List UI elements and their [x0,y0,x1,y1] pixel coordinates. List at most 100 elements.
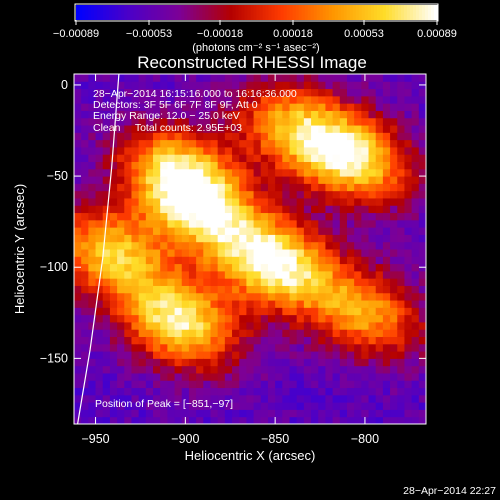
heatmap-cell [74,139,82,148]
heatmap-cell [196,212,204,221]
heatmap-cell [339,343,348,352]
heatmap-cell [188,205,197,214]
heatmap-cell [253,219,262,228]
heatmap-cell [311,358,319,367]
heatmap-cell [138,176,147,184]
heatmap-cell [153,380,161,389]
colorbar-cell [211,5,215,20]
heatmap-cell [267,329,276,337]
heatmap-cell [397,176,405,184]
heatmap-cell [311,402,319,410]
heatmap-cell [153,146,161,155]
heatmap-cell [210,81,219,90]
heatmap-cell [203,336,211,345]
heatmap-cell [109,95,118,104]
heatmap-cell [397,227,405,235]
heatmap-cell [282,234,291,243]
heatmap-cell [109,416,118,424]
colorbar-cell [430,5,435,20]
colorbar-cell [262,5,267,20]
heatmap-cell [95,95,104,104]
heatmap-cell [95,263,104,272]
colorbar-cell [277,5,282,20]
heatmap-cell [325,139,334,148]
heatmap-cell [397,263,405,272]
heatmap-cell [210,278,219,286]
heatmap-cell [181,278,190,286]
heatmap-cell [88,219,97,228]
heatmap-cell [390,241,398,250]
heatmap-cell [167,74,176,82]
heatmap-cell [74,402,82,410]
heatmap-cell [282,329,291,337]
heatmap-cell [167,387,176,396]
heatmap-cell [339,234,348,243]
heatmap-cell [275,278,283,286]
heatmap-cell [181,197,190,206]
heatmap-cell [332,234,341,243]
heatmap-cell [253,336,262,345]
heatmap-cell [296,88,305,97]
heatmap-cell [282,103,291,111]
heatmap-cell [138,321,147,330]
colorbar-cell [205,5,209,20]
heatmap-cell [196,139,204,148]
heatmap-cell [117,81,125,90]
heatmap-cell [160,365,168,374]
heatmap-cell [275,314,283,323]
heatmap-cell [253,234,262,243]
heatmap-cell [160,314,168,323]
heatmap-cell [332,110,341,119]
heatmap-cell [296,343,305,352]
heatmap-cell [354,125,362,133]
heatmap-cell [390,343,398,352]
colorbar-cell [292,5,297,20]
heatmap-cell [354,256,362,265]
heatmap-cell [160,234,168,243]
heatmap-cell [74,161,82,170]
heatmap-cell [153,168,161,177]
heatmap-cell [346,197,355,206]
heatmap-cell [346,380,355,389]
heatmap-cell [296,351,305,359]
heatmap-cell [253,81,262,90]
heatmap-cell [296,249,305,257]
heatmap-cell [361,351,370,359]
heatmap-cell [117,402,125,410]
heatmap-cell [124,125,132,133]
heatmap-cell [382,372,391,381]
heatmap-cell [224,365,233,374]
heatmap-cell [253,161,262,170]
heatmap-cell [354,88,362,97]
heatmap-cell [95,292,104,301]
heatmap-cell [390,74,398,82]
colorbar-cell [199,5,203,20]
heatmap-cell [339,190,348,199]
heatmap-cell [339,336,348,345]
heatmap-cell [253,168,262,177]
heatmap-cell [210,95,219,104]
heatmap-cell [303,358,312,367]
heatmap-cell [418,329,426,337]
heatmap-cell [246,365,255,374]
y-tick-label: −150 [40,351,68,365]
heatmap-cell [397,81,405,90]
heatmap-cell [210,139,219,148]
heatmap-cell [418,190,426,199]
heatmap-cell [188,168,197,177]
heatmap-cell [181,329,190,337]
heatmap-cell [145,329,154,337]
heatmap-cell [346,292,355,301]
heatmap-cell [153,285,161,294]
heatmap-cell [332,139,341,148]
heatmap-cell [232,227,240,235]
heatmap-cell [117,380,125,389]
heatmap-cell [131,351,140,359]
heatmap-cell [95,285,104,294]
heatmap-cell [411,292,420,301]
heatmap-cell [404,380,413,389]
heatmap-cell [217,103,226,111]
heatmap-cell [81,256,89,265]
heatmap-cell [217,321,226,330]
heatmap-cell [88,95,97,104]
